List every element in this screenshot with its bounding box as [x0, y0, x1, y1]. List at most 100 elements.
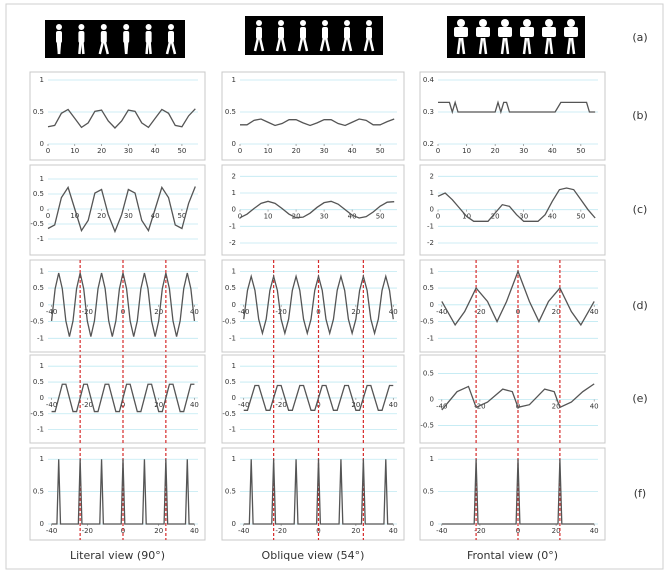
- x-tick-label: 40: [151, 147, 160, 155]
- y-tick-label: -1: [37, 334, 44, 342]
- x-tick-label: 30: [519, 213, 528, 221]
- y-tick-label: 1: [40, 455, 44, 463]
- silhouette-head: [146, 24, 152, 30]
- silhouette-body: [300, 27, 306, 39]
- y-tick-label: -1: [37, 235, 44, 243]
- x-tick-label: 30: [124, 147, 133, 155]
- y-tick-label: 1: [430, 189, 434, 197]
- silhouette-strip: [447, 16, 585, 58]
- y-tick-label: 1: [430, 455, 434, 463]
- y-tick-label: 0.5: [33, 488, 44, 496]
- y-tick-label: 0: [430, 520, 434, 528]
- y-tick-label: 0: [40, 301, 44, 309]
- figure: (a)(b)(c)(d)(e)(f)Literal view (90°)Obli…: [0, 0, 669, 573]
- y-tick-label: 0.5: [225, 108, 236, 116]
- silhouette-body: [542, 27, 556, 37]
- silhouette-head: [344, 20, 350, 26]
- column-label: Frontal view (0°): [467, 549, 558, 562]
- row-label: (b): [632, 109, 648, 122]
- silhouette-head: [545, 19, 553, 27]
- silhouette-body: [366, 27, 372, 39]
- silhouette-body: [520, 27, 534, 37]
- x-tick-label: 20: [552, 308, 561, 316]
- y-tick-label: -0.5: [30, 220, 44, 228]
- y-tick-label: 0.5: [225, 378, 236, 386]
- x-tick-label: 50: [376, 213, 385, 221]
- y-tick-label: 0: [232, 520, 236, 528]
- silhouette-head: [278, 20, 284, 26]
- silhouette-body: [278, 27, 284, 39]
- x-tick-label: 20: [154, 308, 163, 316]
- y-tick-label: 0.5: [33, 284, 44, 292]
- y-tick-label: 1: [232, 76, 236, 84]
- x-tick-label: 0: [436, 213, 440, 221]
- y-tick-label: 0: [40, 140, 44, 148]
- x-tick-label: 40: [548, 213, 557, 221]
- silhouette-leg: [82, 42, 83, 54]
- y-tick-label: -0.5: [222, 410, 236, 418]
- silhouette-body: [344, 27, 350, 39]
- y-tick-label: 0.4: [423, 76, 435, 84]
- y-tick-label: 2: [430, 172, 434, 180]
- silhouette-head: [479, 19, 487, 27]
- y-tick-label: -1: [229, 426, 236, 434]
- y-tick-label: 0.5: [423, 488, 434, 496]
- silhouette-leg: [59, 42, 60, 54]
- silhouette-leg: [150, 42, 151, 54]
- panel: [420, 448, 605, 540]
- y-tick-label: 0.5: [33, 190, 44, 198]
- x-tick-label: -40: [46, 308, 57, 316]
- y-tick-label: -0.5: [30, 318, 44, 326]
- silhouette-head: [322, 20, 328, 26]
- x-tick-label: -20: [275, 527, 286, 535]
- x-tick-label: 40: [590, 527, 599, 535]
- y-tick-label: 1: [40, 362, 44, 370]
- silhouette-leg: [79, 42, 80, 54]
- column-label: Oblique view (54°): [262, 549, 365, 562]
- silhouette-head: [168, 24, 174, 30]
- silhouette-body: [101, 31, 107, 43]
- silhouette-head: [300, 20, 306, 26]
- y-tick-label: -2: [229, 239, 236, 247]
- x-tick-label: 40: [389, 527, 398, 535]
- x-tick-label: 20: [292, 147, 301, 155]
- x-tick-label: 40: [548, 147, 557, 155]
- x-tick-label: 10: [70, 147, 79, 155]
- x-tick-label: 50: [576, 147, 585, 155]
- y-tick-label: 1: [40, 175, 44, 183]
- y-tick-label: 0: [40, 205, 44, 213]
- y-tick-label: 0: [232, 301, 236, 309]
- silhouette-body: [476, 27, 490, 37]
- y-tick-label: 0.5: [225, 284, 236, 292]
- y-tick-label: -1: [37, 426, 44, 434]
- y-tick-label: -0.5: [30, 410, 44, 418]
- silhouette-body: [56, 31, 62, 43]
- x-tick-label: -20: [275, 401, 286, 409]
- x-tick-label: 20: [154, 527, 163, 535]
- y-tick-label: 0: [40, 394, 44, 402]
- y-tick-label: -1: [229, 222, 236, 230]
- panel: [30, 165, 205, 255]
- x-tick-label: 10: [264, 147, 273, 155]
- y-tick-label: 0: [232, 140, 236, 148]
- x-tick-label: 0: [46, 212, 50, 220]
- x-tick-label: 40: [590, 308, 599, 316]
- y-tick-label: 0: [430, 396, 434, 404]
- y-tick-label: 0.5: [423, 369, 434, 377]
- x-tick-label: 40: [389, 401, 398, 409]
- silhouette-body: [168, 31, 174, 43]
- row-label: (a): [632, 31, 647, 44]
- silhouette-head: [567, 19, 575, 27]
- x-tick-label: 50: [177, 147, 186, 155]
- y-tick-label: 0: [430, 206, 434, 214]
- silhouette-head: [78, 24, 84, 30]
- silhouette-body: [564, 27, 578, 37]
- silhouette-body: [498, 27, 512, 37]
- silhouette-head: [457, 19, 465, 27]
- silhouette-body: [322, 27, 328, 39]
- silhouette-head: [123, 24, 129, 30]
- y-tick-label: 1: [40, 267, 44, 275]
- x-tick-label: 20: [97, 147, 106, 155]
- silhouette-head: [101, 24, 107, 30]
- x-tick-label: -40: [46, 527, 57, 535]
